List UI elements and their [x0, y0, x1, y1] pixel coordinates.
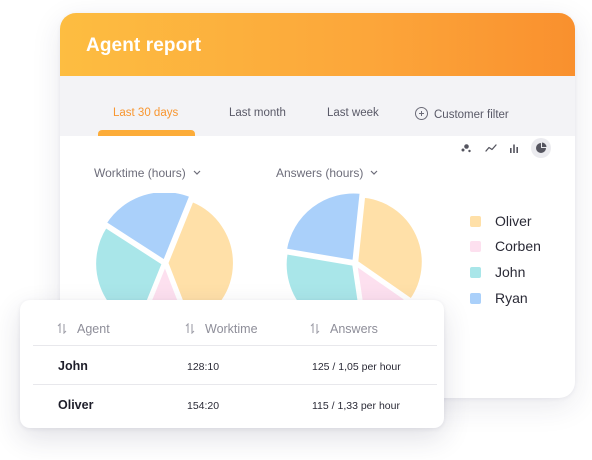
column-label: Answers — [330, 322, 378, 336]
tab-last-week[interactable]: Last week — [327, 107, 379, 119]
pie-chart-button[interactable] — [531, 138, 551, 158]
sort-icon — [310, 323, 320, 334]
pie-slice-oliver[interactable] — [355, 195, 425, 302]
answers-column-header[interactable]: Answers — [310, 322, 378, 336]
legend-swatch — [470, 216, 481, 227]
tab-label: Last 30 days — [113, 107, 179, 119]
sort-icon — [57, 323, 67, 334]
line-chart-button[interactable] — [481, 138, 501, 158]
report-title: Agent report — [86, 35, 202, 56]
agent-name-cell: Oliver — [58, 398, 94, 412]
chevron-down-icon — [370, 170, 378, 175]
period-tabs: Last 30 days Last month Last week Custom… — [60, 76, 575, 136]
tab-label: Customer filter — [434, 109, 509, 121]
legend-item-corben[interactable]: Corben — [470, 238, 560, 256]
legend-label: Oliver — [495, 213, 532, 229]
legend-label: John — [495, 264, 526, 280]
table-divider — [33, 384, 437, 385]
answers-dropdown-label: Answers (hours) — [276, 166, 364, 180]
legend-swatch — [470, 293, 481, 304]
pie-chart-icon — [536, 142, 547, 153]
tab-customer-filter[interactable]: Customer filter — [415, 107, 509, 121]
line-chart-icon — [485, 144, 497, 152]
pie-slice-ryan[interactable] — [104, 193, 192, 263]
plus-circle-icon — [415, 107, 428, 120]
answers-cell: 125 / 1,05 per hour — [312, 361, 401, 373]
agent-column-header[interactable]: Agent — [57, 322, 110, 336]
bar-chart-icon — [510, 144, 518, 153]
worktime-cell: 128:10 — [187, 361, 220, 373]
worktime-dropdown-label: Worktime (hours) — [94, 166, 186, 180]
worktime-cell: 154:20 — [187, 400, 220, 412]
legend-label: Ryan — [495, 290, 528, 306]
column-label: Worktime — [205, 322, 258, 336]
report-header: Agent report — [60, 13, 575, 76]
legend-label: Corben — [495, 238, 541, 254]
bar-chart-button[interactable] — [504, 138, 524, 158]
legend-item-oliver[interactable]: Oliver — [470, 213, 560, 231]
scatter-chart-button[interactable] — [456, 138, 476, 158]
answers-cell: 115 / 1,33 per hour — [312, 400, 400, 412]
tab-last-30-days[interactable]: Last 30 days — [113, 107, 178, 119]
pie-slice-ryan[interactable] — [285, 193, 363, 263]
legend-swatch — [470, 241, 481, 252]
table-divider — [33, 345, 437, 346]
column-label: Agent — [77, 322, 110, 336]
scatter-chart-icon — [461, 144, 471, 153]
legend-item-john[interactable]: John — [470, 264, 560, 282]
tab-label: Last week — [327, 107, 379, 119]
sort-icon — [185, 323, 195, 334]
legend-swatch — [470, 267, 481, 278]
answers-dropdown[interactable]: Answers (hours) — [276, 166, 378, 180]
chevron-down-icon — [193, 170, 201, 175]
worktime-dropdown[interactable]: Worktime (hours) — [94, 166, 201, 180]
legend-item-ryan[interactable]: Ryan — [470, 290, 560, 308]
active-tab-indicator — [98, 130, 195, 136]
agent-name-cell: John — [58, 359, 88, 373]
worktime-column-header[interactable]: Worktime — [185, 322, 258, 336]
answers-pie-chart — [285, 193, 425, 333]
tab-last-month[interactable]: Last month — [229, 107, 286, 119]
tab-label: Last month — [229, 107, 286, 119]
agent-table-card: Agent Worktime Answers John 128:10 125 /… — [20, 300, 444, 428]
